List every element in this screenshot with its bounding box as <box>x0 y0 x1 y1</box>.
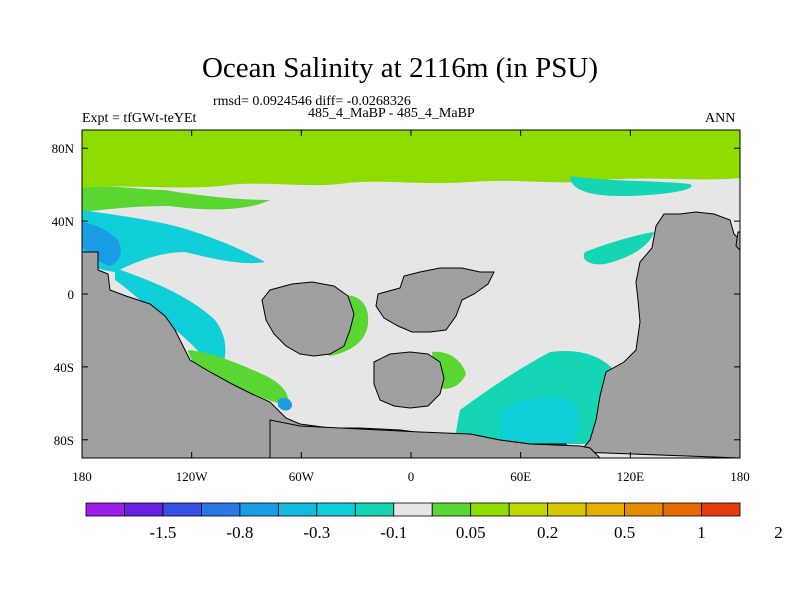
mediterranean-teal-patch <box>583 232 654 265</box>
y-axis: 80N 40N 0 40S 80S <box>52 141 740 448</box>
colorbar-swatch <box>393 502 433 517</box>
colorbar-label: 0.2 <box>537 523 558 542</box>
colorbar-swatch <box>316 502 356 517</box>
plot-area <box>81 130 741 459</box>
colorbar: -1.5 -0.8 -0.3 -0.1 0.05 0.2 0.5 1 2 <box>85 502 783 542</box>
x-tick-label: 0 <box>408 469 415 484</box>
colorbar-label: -0.1 <box>380 523 407 542</box>
colorbar-label: 0.05 <box>456 523 486 542</box>
colorbar-swatch <box>585 502 625 517</box>
colorbar-label: -0.3 <box>303 523 330 542</box>
x-tick-label: 180 <box>72 469 92 484</box>
colorbar-swatch <box>624 502 664 517</box>
experiment-label: Expt = tfGWt-teYEt <box>82 111 197 126</box>
colorbar-swatch <box>547 502 587 517</box>
colorbar-swatch <box>85 502 125 517</box>
colorbar-swatch <box>470 502 510 517</box>
colorbar-swatch <box>277 502 318 517</box>
south-pacific-blue-speck <box>278 398 292 411</box>
x-tick-label: 60E <box>510 469 531 484</box>
colorbar-swatch <box>354 502 395 517</box>
colorbar-swatch <box>508 502 549 517</box>
x-tick-label: 60W <box>289 469 315 484</box>
eastern-continent-land <box>578 211 741 459</box>
x-tick-label: 180 <box>730 469 750 484</box>
y-tick-label: 40S <box>54 360 74 375</box>
colorbar-swatch <box>239 502 279 517</box>
colorbar-swatch <box>431 502 472 517</box>
north-atlantic-teal-patch <box>570 176 692 196</box>
north-pacific-cyan-patch <box>82 210 265 272</box>
colorbar-label: 0.5 <box>614 523 635 542</box>
chart-title: Ocean Salinity at 2116m (in PSU) <box>201 52 599 84</box>
y-tick-label: 80N <box>52 141 75 156</box>
stats-line: rmsd= 0.0924546 diff= -0.0268326 <box>213 94 411 109</box>
north-pacific-green-tongue <box>82 186 270 212</box>
x-axis: 180 120W 60W 0 60E 120E 180 <box>72 130 750 484</box>
case-label: 485_4_MaBP - 485_4_MaBP <box>308 106 475 121</box>
central-north-island-land <box>375 267 495 333</box>
south-pacific-green-patch <box>188 350 289 406</box>
arctic-green-band <box>82 130 740 188</box>
colorbar-swatch <box>662 502 702 517</box>
y-tick-label: 80S <box>54 433 74 448</box>
southern-ocean-cyan-core <box>500 397 580 444</box>
colorbar-swatch <box>162 502 202 517</box>
colorbar-label: -0.8 <box>226 523 253 542</box>
colorbar-swatch <box>124 502 164 517</box>
colorbar-label: -1.5 <box>149 523 176 542</box>
x-tick-label: 120E <box>617 469 645 484</box>
central-south-island-land <box>373 351 445 409</box>
colorbar-swatch <box>701 502 741 517</box>
central-west-island-land <box>261 281 355 357</box>
y-tick-label: 40N <box>52 214 75 229</box>
x-tick-label: 120W <box>176 469 209 484</box>
south-pacific-cyan-band <box>115 268 226 372</box>
season-label: ANN <box>705 111 736 126</box>
colorbar-label: 1 <box>697 523 706 542</box>
y-tick-label: 0 <box>68 287 75 302</box>
colorbar-label: 2 <box>774 523 783 542</box>
colorbar-swatch <box>201 502 241 517</box>
